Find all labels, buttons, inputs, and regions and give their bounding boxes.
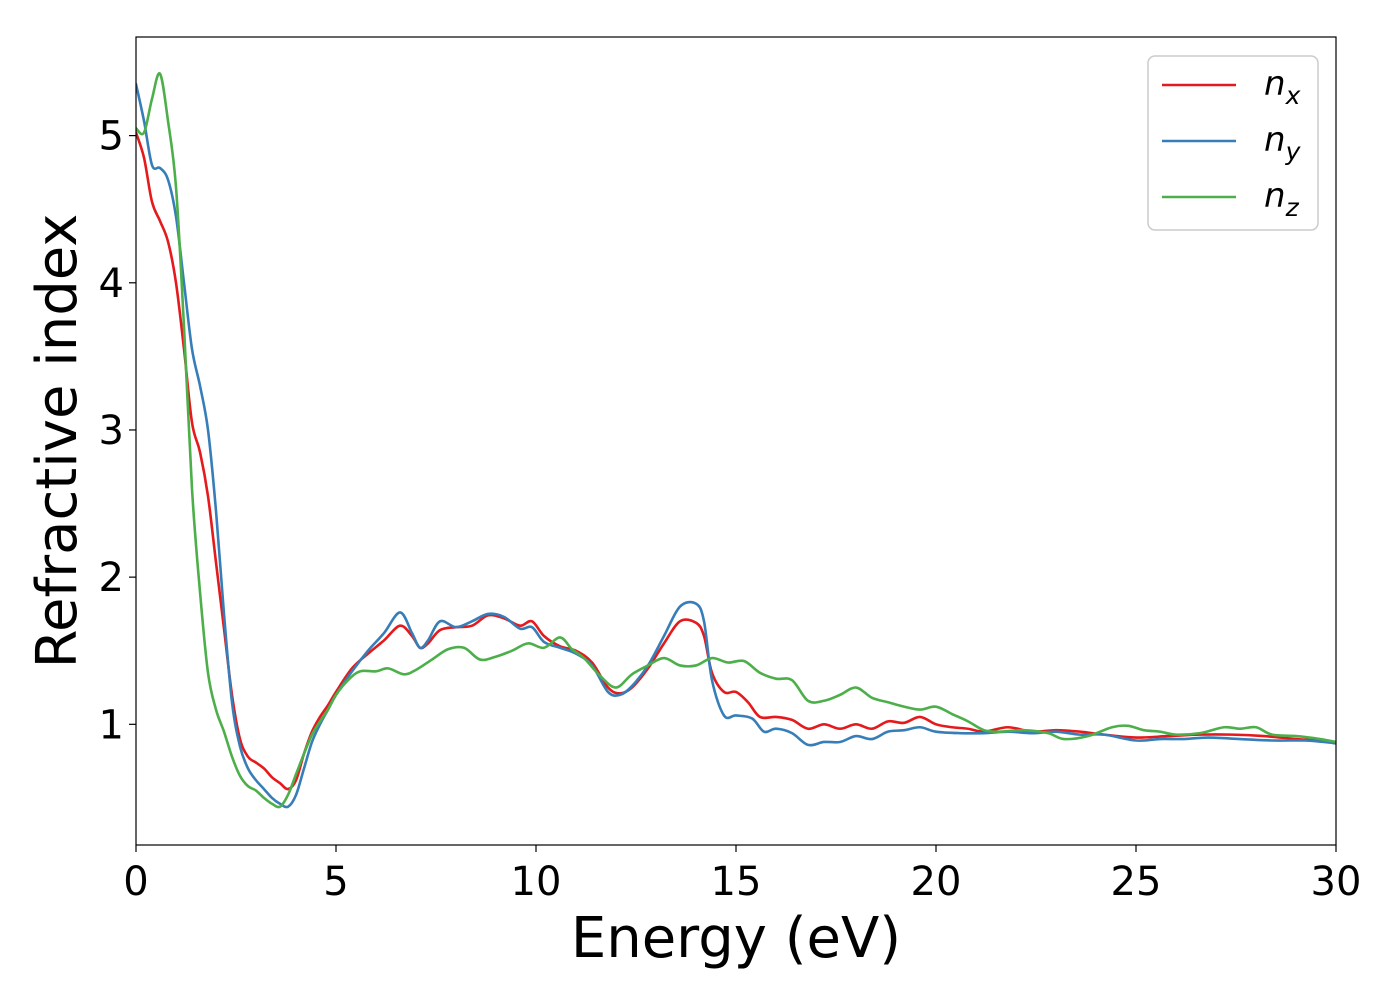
- x-tick-label: 20: [911, 859, 962, 905]
- series-line-ny: [136, 82, 1336, 809]
- x-tick-label: 25: [1111, 859, 1162, 905]
- series-line-nz: [136, 72, 1336, 809]
- x-axis-label: Energy (eV): [571, 906, 901, 971]
- x-tick-label: 30: [1311, 859, 1362, 905]
- y-tick-label: 4: [99, 261, 124, 307]
- y-tick-label: 5: [99, 114, 124, 160]
- ticks-layer: 0 5 10 15 20 25 30 1 2 3 4 5: [99, 114, 1362, 905]
- legend-label-nx: nx: [1264, 64, 1301, 110]
- x-tick-label: 0: [123, 859, 148, 905]
- x-tick-label: 15: [711, 859, 762, 905]
- y-axis-label: Refractive index: [25, 214, 90, 669]
- y-tick-label: 3: [99, 408, 124, 454]
- y-tick-label: 1: [99, 702, 124, 748]
- legend-label-ny: ny: [1264, 120, 1302, 166]
- series-layer: [136, 72, 1336, 809]
- y-tick-label: 2: [99, 555, 124, 601]
- series-line-nx: [136, 131, 1336, 791]
- x-tick-label: 5: [323, 859, 348, 905]
- x-tick-label: 10: [511, 859, 562, 905]
- legend-box: [1147, 55, 1319, 231]
